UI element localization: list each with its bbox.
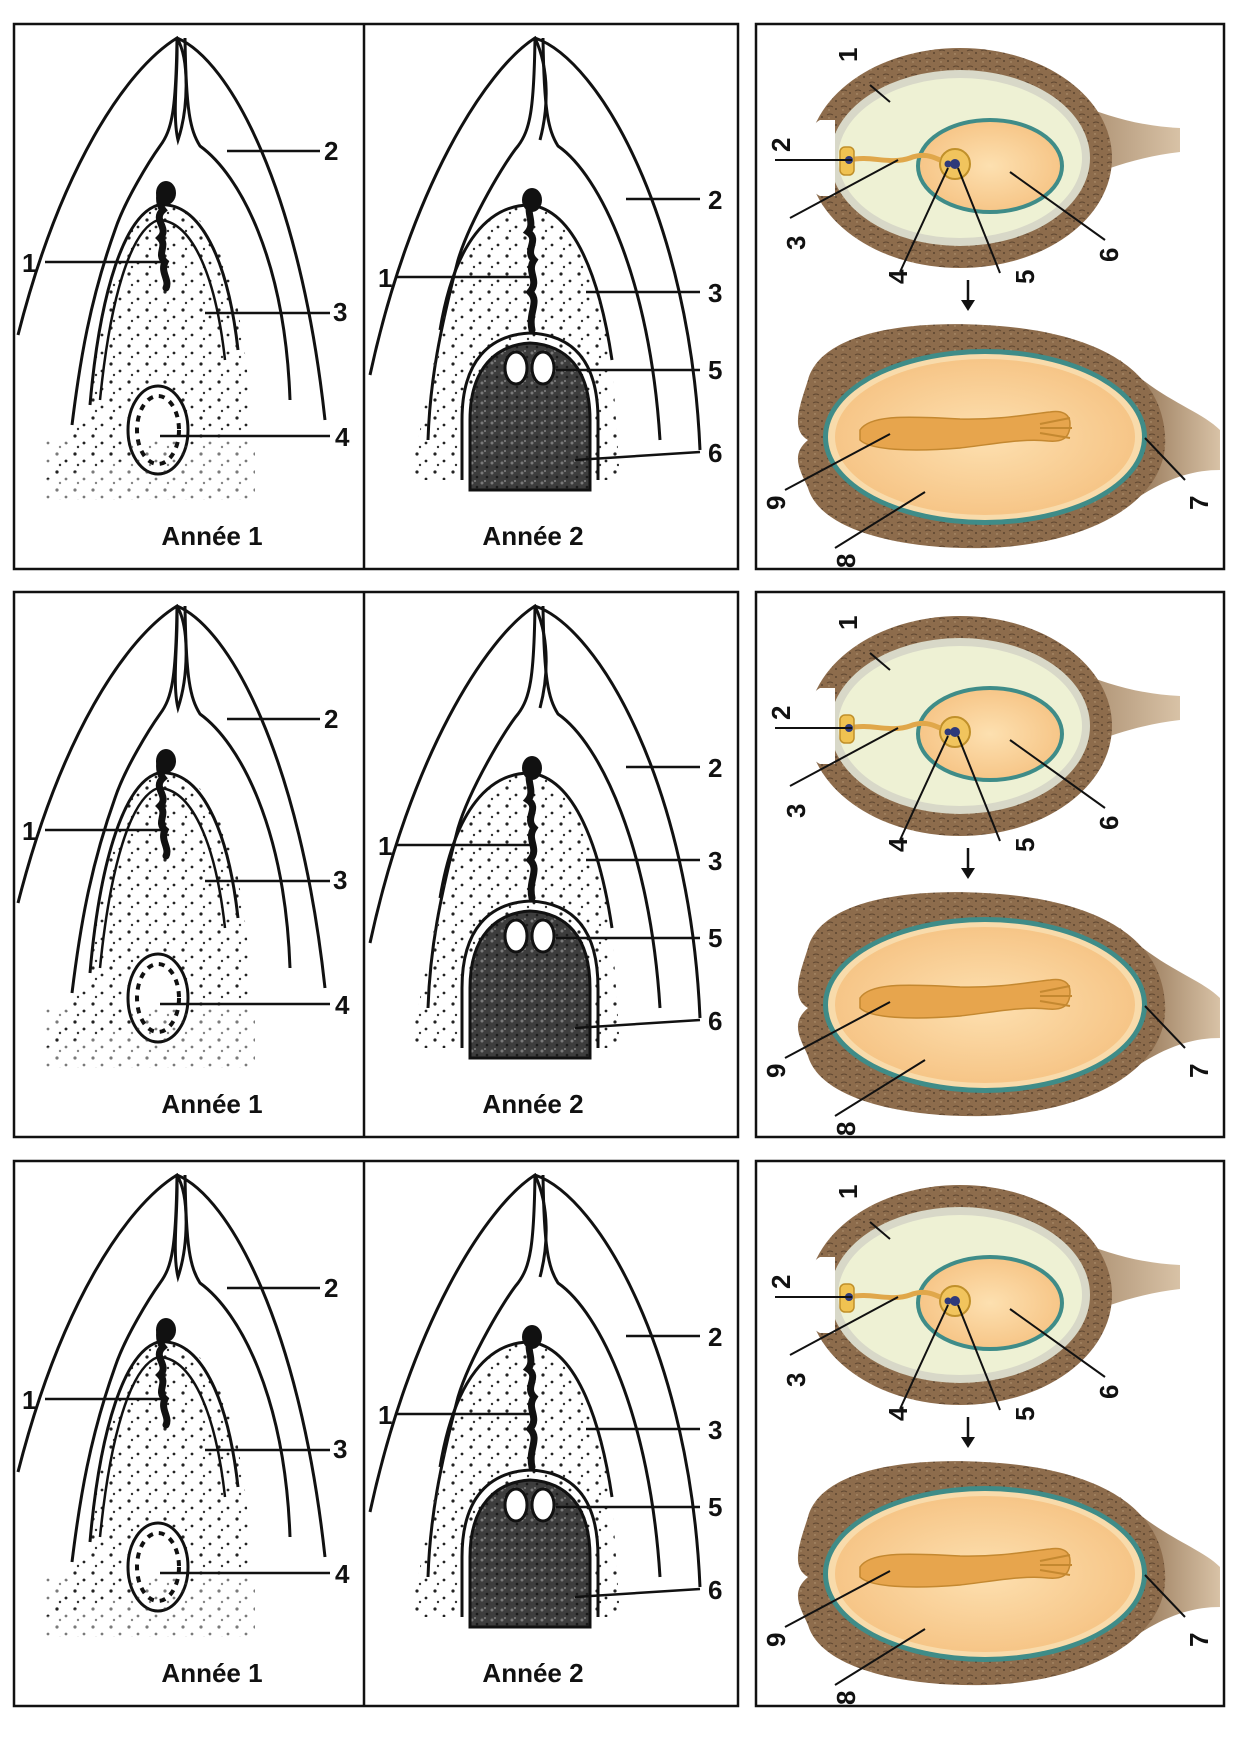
arrow-down bbox=[961, 1417, 975, 1448]
year1-drawing bbox=[16, 603, 330, 1068]
seed-label-7: 7 bbox=[1184, 1064, 1214, 1078]
year2-drawing bbox=[368, 1172, 702, 1629]
year2-caption: Année 2 bbox=[482, 521, 583, 551]
ovule-label-2: 2 bbox=[766, 706, 796, 720]
year2-label-5: 5 bbox=[708, 355, 722, 385]
year1-label-4: 4 bbox=[335, 1559, 350, 1589]
seed-label-7: 7 bbox=[1184, 496, 1214, 510]
ovule-label-3: 3 bbox=[781, 1373, 811, 1387]
year1-caption: Année 1 bbox=[161, 521, 262, 551]
year2-caption: Année 2 bbox=[482, 1089, 583, 1119]
additional-rows: Année 1 Année 2 1 2 3 4 1 2 3 5 6 bbox=[12, 590, 1226, 1708]
year2-drawing bbox=[368, 35, 702, 492]
year2-label-5: 5 bbox=[708, 923, 722, 953]
ovule-label-2: 2 bbox=[766, 138, 796, 152]
ovule-label-1: 1 bbox=[833, 48, 863, 62]
ovule-label-4: 4 bbox=[883, 837, 913, 852]
seed-label-8: 8 bbox=[831, 1691, 861, 1705]
year2-label-2: 2 bbox=[708, 753, 722, 783]
year1-label-3: 3 bbox=[333, 1434, 347, 1464]
ovule-label-5: 5 bbox=[1010, 1407, 1040, 1421]
conifer-ovule-panel bbox=[12, 1159, 740, 1708]
year2-label-6: 6 bbox=[708, 1575, 722, 1605]
diagram-row-2: Année 1 Année 2 1 2 3 4 1 2 3 5 6 bbox=[12, 590, 1226, 1139]
right-panel-labels: 1 2 3 4 5 6 7 8 9 bbox=[761, 616, 1214, 1136]
year2-label-3: 3 bbox=[708, 278, 722, 308]
ovule-label-2: 2 bbox=[766, 1275, 796, 1289]
year1-label-1: 1 bbox=[22, 248, 36, 278]
ovule-before-fertilization bbox=[775, 1185, 1180, 1411]
year2-label-2: 2 bbox=[708, 185, 722, 215]
year2-label-5: 5 bbox=[708, 1492, 722, 1522]
ovule-before-fertilization bbox=[775, 616, 1180, 842]
ovule-label-6: 6 bbox=[1094, 1385, 1124, 1399]
year1-caption: Année 1 bbox=[161, 1089, 262, 1119]
year1-label-1: 1 bbox=[22, 816, 36, 846]
seed-after-fertilization bbox=[784, 1461, 1220, 1686]
arrow-down bbox=[961, 848, 975, 879]
year1-label-2: 2 bbox=[324, 1273, 338, 1303]
right-panel-labels: 1 2 3 4 5 6 7 8 9 bbox=[761, 1185, 1214, 1705]
seed-after-fertilization bbox=[784, 892, 1220, 1117]
seed-label-9: 9 bbox=[761, 496, 791, 510]
year1-caption: Année 1 bbox=[161, 1658, 262, 1688]
year2-label-3: 3 bbox=[708, 1415, 722, 1445]
year1-label-4: 4 bbox=[335, 990, 350, 1020]
ovule-label-4: 4 bbox=[883, 269, 913, 284]
year1-label-4: 4 bbox=[335, 422, 350, 452]
year2-label-6: 6 bbox=[708, 1006, 722, 1036]
ovule-label-1: 1 bbox=[833, 616, 863, 630]
year2-drawing bbox=[368, 603, 702, 1060]
angiosperm-ovule-panel bbox=[754, 1159, 1226, 1708]
seed-label-8: 8 bbox=[831, 554, 861, 568]
ovule-label-3: 3 bbox=[781, 804, 811, 818]
arrow-down bbox=[961, 280, 975, 311]
year1-drawing bbox=[16, 1172, 330, 1637]
angiosperm-ovule-panel bbox=[754, 22, 1226, 571]
year1-label-2: 2 bbox=[324, 136, 338, 166]
ovule-before-fertilization bbox=[775, 48, 1180, 274]
year1-label-2: 2 bbox=[324, 704, 338, 734]
year2-label-6: 6 bbox=[708, 438, 722, 468]
ovule-label-4: 4 bbox=[883, 1406, 913, 1421]
seed-label-7: 7 bbox=[1184, 1633, 1214, 1647]
ovule-label-1: 1 bbox=[833, 1185, 863, 1199]
seed-label-9: 9 bbox=[761, 1064, 791, 1078]
year1-label-3: 3 bbox=[333, 865, 347, 895]
year2-label-3: 3 bbox=[708, 846, 722, 876]
ovule-label-5: 5 bbox=[1010, 838, 1040, 852]
diagram-row-3: Année 1 Année 2 1 2 3 4 1 2 3 5 6 bbox=[12, 1159, 1226, 1708]
year1-label-1: 1 bbox=[22, 1385, 36, 1415]
ovule-label-5: 5 bbox=[1010, 270, 1040, 284]
year2-label-1: 1 bbox=[378, 1400, 392, 1430]
conifer-ovule-panel bbox=[12, 590, 740, 1139]
ovule-label-6: 6 bbox=[1094, 248, 1124, 262]
conifer-ovule-panel bbox=[12, 22, 740, 571]
diagram-row-1: Année 1 Année 2 1 2 3 4 1 2 3 5 6 bbox=[12, 22, 1226, 571]
ovule-label-6: 6 bbox=[1094, 816, 1124, 830]
seed-label-8: 8 bbox=[831, 1122, 861, 1136]
seed-label-9: 9 bbox=[761, 1633, 791, 1647]
year2-label-1: 1 bbox=[378, 263, 392, 293]
year2-caption: Année 2 bbox=[482, 1658, 583, 1688]
year2-label-2: 2 bbox=[708, 1322, 722, 1352]
year2-label-1: 1 bbox=[378, 831, 392, 861]
seed-after-fertilization bbox=[784, 324, 1220, 549]
angiosperm-ovule-panel bbox=[754, 590, 1226, 1139]
ovule-label-3: 3 bbox=[781, 236, 811, 250]
right-panel-labels: 1 2 3 4 5 6 7 8 9 bbox=[761, 48, 1214, 568]
year1-drawing bbox=[16, 35, 330, 500]
year1-label-3: 3 bbox=[333, 297, 347, 327]
